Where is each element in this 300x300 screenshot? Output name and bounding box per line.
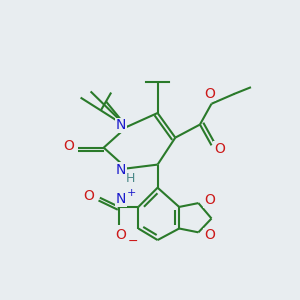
Text: −: −: [128, 235, 138, 248]
Text: H: H: [126, 172, 135, 185]
Text: O: O: [64, 139, 74, 153]
Text: O: O: [205, 87, 215, 101]
Text: N: N: [116, 192, 126, 206]
Text: O: O: [214, 142, 225, 156]
Text: N: N: [116, 163, 126, 177]
Text: N: N: [116, 118, 126, 132]
Text: O: O: [115, 228, 126, 242]
Text: O: O: [204, 193, 214, 207]
Text: O: O: [84, 189, 94, 203]
Text: +: +: [127, 188, 136, 198]
Text: O: O: [204, 228, 214, 242]
